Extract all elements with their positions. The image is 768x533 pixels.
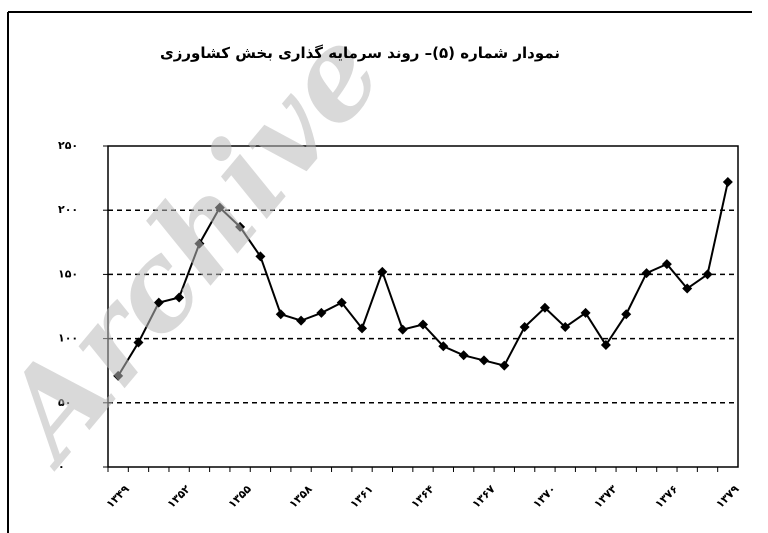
x-tick-label: ۱۳۷۳ [591,482,619,510]
y-tick-label: ۲۰۰ [58,203,78,216]
x-tick-label: ۱۳۷۰ [530,483,558,511]
data-point [397,324,408,335]
data-point [336,297,347,308]
data-point [600,340,611,351]
x-tick-label: ۱۳۶۴ [409,482,437,510]
data-point [194,238,205,249]
data-point [255,251,266,262]
x-tick-label: ۱۳۵۲ [165,482,193,510]
x-tick-label: ۱۳۴۹ [104,482,132,510]
data-point [275,309,286,320]
plot-area [107,145,739,468]
y-tick-label: ۵۰ [58,396,71,409]
data-point [539,302,550,313]
data-point [296,315,307,326]
data-point [560,322,571,333]
data-point [214,202,225,213]
data-point [478,355,489,366]
data-point [153,297,164,308]
data-point [661,259,672,270]
x-tick-label: ۱۳۶۷ [470,482,498,510]
data-point [641,268,652,279]
data-point [418,319,428,330]
data-point [580,307,591,318]
y-tick-label: ۱۵۰ [58,267,78,280]
y-tick-label: ۰ [58,460,65,473]
data-point [133,337,144,348]
data-point [499,360,510,371]
chart-title: نمودار شماره (۵)– روند سرمایه گذاری بخش … [160,44,560,62]
data-point [377,266,388,277]
watermark: Archive [0,3,409,491]
data-point [621,309,632,320]
y-tick-label: ۲۵۰ [58,139,78,152]
x-tick-label: ۱۳۵۸ [287,482,315,510]
y-tick-label: ۱۰۰ [58,332,78,345]
data-point [682,283,693,294]
x-tick-label: ۱۳۷۶ [652,483,680,511]
data-point [519,322,530,333]
x-tick-label: ۱۳۵۵ [226,482,254,510]
data-point [702,269,713,280]
data-point [357,323,368,334]
data-point [722,176,733,187]
x-tick-label: ۱۳۶۱ [348,483,376,511]
data-point [174,292,185,303]
data-point [316,307,327,318]
data-point [438,341,449,352]
x-tick-label: ۱۳۷۹ [713,482,741,510]
data-point [458,350,469,361]
data-point [235,221,246,232]
data-point [113,370,124,381]
